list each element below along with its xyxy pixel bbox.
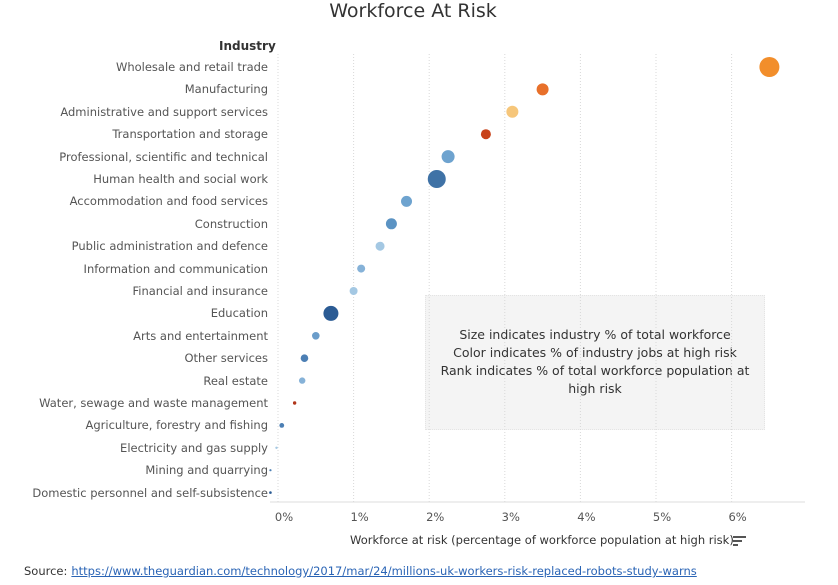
sort-descending-icon[interactable] — [733, 536, 746, 546]
data-point[interactable] — [385, 218, 397, 230]
category-label: Human health and social work — [93, 172, 268, 186]
data-point[interactable] — [275, 446, 278, 449]
data-point[interactable] — [269, 469, 272, 472]
category-label: Accommodation and food services — [69, 194, 268, 209]
data-point[interactable] — [480, 129, 491, 140]
category-label: Water, sewage and waste management — [39, 396, 268, 410]
source-line: Source: https://www.theguardian.com/techn… — [24, 564, 697, 578]
category-label: Agriculture, forestry and fishing — [85, 418, 268, 433]
category-label: Education — [210, 306, 268, 321]
data-point[interactable] — [441, 150, 455, 164]
data-point[interactable] — [349, 287, 358, 295]
category-label: Public administration and defence — [71, 239, 268, 254]
annotation-line-size: Size indicates industry % of total workf… — [459, 327, 731, 342]
data-point[interactable] — [279, 423, 285, 428]
annotation-line-rank-cont: high risk — [568, 381, 622, 396]
category-label: Transportation and storage — [112, 127, 268, 142]
x-tick-label: 2% — [426, 510, 445, 524]
x-tick-label: 4% — [577, 510, 596, 524]
x-tick-label: 0% — [274, 510, 294, 524]
category-label: Information and communication — [83, 261, 268, 276]
category-label: Real estate — [203, 373, 268, 388]
category-label: Electricity and gas supply — [120, 440, 268, 455]
annotation-box — [425, 295, 765, 430]
data-point[interactable] — [323, 305, 339, 321]
category-label: Other services — [184, 351, 269, 366]
annotation-line-rank: Rank indicates % of total workforce popu… — [440, 363, 750, 378]
chart-title: Workforce At Risk — [329, 0, 497, 22]
x-tick-label: 6% — [728, 510, 747, 524]
category-label: Financial and insurance — [132, 284, 268, 298]
annotation-line-color: Color indicates % of industry jobs at hi… — [453, 345, 737, 360]
data-point[interactable] — [269, 491, 272, 494]
data-point[interactable] — [536, 83, 549, 96]
data-point[interactable] — [300, 354, 309, 363]
data-point[interactable] — [506, 105, 519, 118]
x-tick-label: 5% — [652, 510, 672, 524]
category-header[interactable]: Industry — [219, 39, 276, 53]
x-tick-label: 3% — [501, 510, 520, 524]
data-point[interactable] — [375, 241, 385, 251]
category-label: Professional, scientific and technical — [59, 149, 268, 164]
data-point[interactable] — [292, 401, 297, 405]
x-tick-label: 1% — [350, 510, 369, 524]
data-point[interactable] — [312, 332, 320, 340]
category-label: Arts and entertainment — [133, 328, 268, 343]
source-link[interactable]: https://www.theguardian.com/technology/2… — [71, 564, 697, 578]
x-axis-label: Workforce at risk (percentage of workfor… — [350, 533, 734, 547]
data-point[interactable] — [401, 195, 413, 207]
category-label: Construction — [194, 216, 268, 231]
data-point[interactable] — [357, 264, 366, 273]
category-label: Manufacturing — [184, 82, 268, 97]
category-label: Domestic personnel and self-subsistence — [32, 485, 268, 500]
source-label: Source: — [24, 564, 68, 578]
data-point[interactable] — [759, 57, 780, 77]
data-point[interactable] — [427, 170, 446, 188]
category-label: Wholesale and retail trade — [115, 60, 268, 74]
category-label: Mining and quarrying — [145, 463, 268, 478]
category-label: Administrative and support services — [60, 104, 268, 119]
data-point[interactable] — [298, 377, 306, 384]
